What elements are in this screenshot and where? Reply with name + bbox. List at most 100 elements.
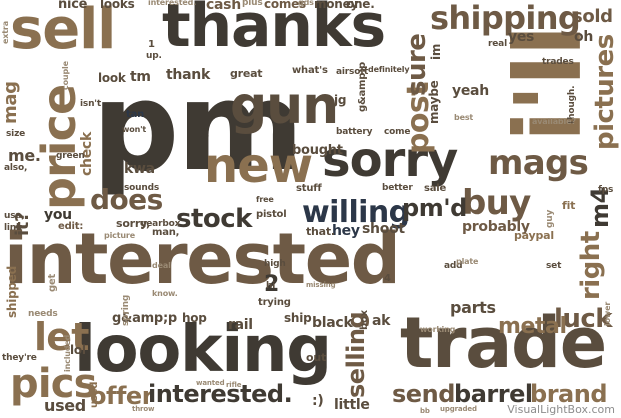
word-parts: parts	[450, 298, 496, 317]
word-airsoft: airsoft	[336, 67, 369, 77]
word-needs: needs	[28, 309, 58, 319]
word-right: right	[576, 231, 606, 300]
word-gun: gun	[230, 76, 339, 136]
word-bb: bb	[420, 407, 430, 415]
word-black: black	[312, 315, 353, 331]
word-interested-dot: interested.	[148, 380, 293, 408]
word-looking: looking	[74, 313, 332, 387]
word-tm: tm	[130, 69, 151, 85]
word-shipping: shipping	[430, 0, 581, 37]
word-probably: probably	[462, 219, 530, 235]
word-pics: pics	[10, 361, 97, 407]
word-one-small: 1	[148, 39, 155, 50]
word-shoot: shoot	[362, 221, 405, 237]
word-yeah: yeah	[452, 83, 489, 99]
word-ak: ak	[372, 313, 391, 329]
word-cash: cash	[206, 0, 241, 13]
word-working: working	[420, 325, 456, 334]
word-fps: fps	[598, 185, 614, 195]
word-wont: won't	[122, 125, 147, 134]
word-one: one.	[346, 0, 375, 11]
word-get: get	[47, 273, 58, 292]
word-you: you	[44, 207, 72, 223]
watermark: VisualLightBox.com	[507, 403, 615, 416]
word-sale: sale	[424, 183, 447, 194]
word-hey: hey	[332, 223, 360, 239]
word-out: out	[306, 351, 326, 364]
word-extra: extra	[1, 21, 10, 44]
word-buy: buy	[462, 183, 531, 223]
word-sorry-small: sorry,	[116, 217, 151, 230]
word-gampp: g&amp;p	[112, 311, 177, 326]
word-stock: stock	[176, 204, 252, 234]
word-maybe: maybe	[427, 80, 441, 124]
word-little: little	[334, 397, 370, 413]
word-rail: rail	[228, 317, 253, 333]
word-jg: jg	[334, 93, 347, 107]
word-barrel: barrel	[454, 380, 533, 408]
word-theyre: they're	[2, 353, 37, 363]
word-sorry: sorry	[322, 132, 458, 188]
word-throw: throw	[132, 405, 155, 413]
word-two: 2	[264, 272, 279, 297]
word-comes: comes	[264, 0, 306, 11]
word-tan: tan	[126, 109, 145, 120]
word-pistol: pistol	[256, 209, 287, 220]
word-look: look	[98, 71, 126, 85]
word-set: set	[546, 261, 562, 271]
word-great: great	[230, 67, 263, 80]
word-lower: lower	[603, 301, 612, 326]
word-man: man,	[152, 227, 180, 238]
word-hi: hi	[266, 281, 276, 291]
word-missing: missing	[306, 281, 336, 289]
word-bought: bought	[292, 143, 343, 158]
word-sell: sell	[10, 0, 116, 62]
word-kwa: kwa	[124, 161, 155, 177]
word-size: size	[6, 129, 26, 139]
word-whats: what's	[292, 65, 328, 76]
word-isnt: isn't	[80, 99, 102, 109]
word-rifle: rifle	[226, 381, 242, 389]
word-does: does	[90, 183, 163, 216]
word-oh: oh	[574, 29, 594, 45]
word-three: 3	[200, 127, 210, 143]
word-mags: mags	[488, 143, 589, 183]
word-that: that.	[306, 225, 335, 238]
word-thank: thank	[166, 67, 210, 83]
word-guy: guy	[545, 209, 555, 228]
word-new: new	[204, 138, 313, 194]
word-best: best	[454, 113, 474, 122]
word-sounds: sounds	[124, 183, 160, 193]
word-wanted: wanted	[196, 379, 225, 387]
word-stuff: stuff	[296, 183, 322, 194]
word-luck: luck	[554, 304, 613, 334]
word-real: real	[488, 39, 507, 49]
word-box: box	[359, 310, 370, 330]
word-add: add	[444, 261, 463, 271]
word-thanks: thanks	[162, 0, 386, 61]
word-couple: couple	[61, 61, 70, 90]
word-trade: trade	[400, 302, 607, 384]
word-trades: trades	[542, 57, 574, 67]
word-free: free	[256, 195, 274, 204]
word-let: let	[34, 315, 89, 359]
word-four: 4	[384, 273, 391, 284]
word-me: me.	[8, 146, 41, 165]
word-used: used	[44, 396, 86, 415]
word-usa: usa,	[4, 211, 25, 221]
word-green: green	[56, 151, 85, 161]
word-paypal: paypal	[514, 229, 554, 242]
word-offer: offer	[90, 382, 154, 410]
word-hop: hop	[182, 311, 207, 325]
word-also: also,	[4, 163, 28, 173]
word-lol: lol	[70, 343, 86, 357]
word-interested: interested	[4, 218, 401, 300]
word-know: know.	[152, 289, 178, 298]
word-gearbox: gearbox	[140, 219, 181, 229]
word-come: come	[384, 127, 411, 137]
word-gds: gds	[298, 0, 314, 7]
word-sold: sold	[572, 6, 613, 27]
word-yes: yes	[508, 29, 535, 45]
word-mag: mag	[0, 81, 21, 124]
